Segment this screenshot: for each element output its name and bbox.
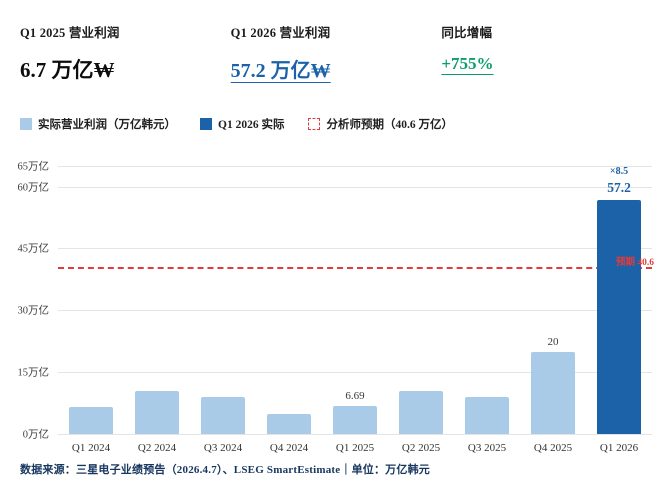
bar-column-q1-2026: ×8.5 57.2 (586, 166, 652, 434)
bar-column-q4-2024 (256, 166, 322, 434)
y-axis-tick-label: 0万亿 (22, 429, 49, 441)
light-blue-swatch-icon (20, 118, 32, 130)
kpi-label: Q1 2025 营业利润 (20, 26, 120, 40)
bar-column-q4-2025: 20 (520, 166, 586, 434)
bar (465, 396, 509, 434)
kpi-header: Q1 2025 营业利润 6.7 万亿₩ Q1 2026 营业利润 57.2 万… (20, 22, 652, 84)
kpi-yoy-growth: 同比增幅 +755% (441, 22, 652, 84)
legend-item-analyst-estimate: 分析师预期（40.6 万亿） (308, 116, 453, 132)
bar-value-label: 20 (547, 335, 559, 348)
gridline (58, 434, 652, 435)
x-axis-tick-label: Q1 2026 (599, 442, 639, 454)
legend-item-actual-profit: 实际营业利润（万亿韩元） (20, 116, 176, 132)
y-axis-tick-label: 65万亿 (17, 161, 50, 173)
bar-column-q1-2025: 6.69 (322, 166, 388, 434)
legend-label: Q1 2026 实际 (218, 119, 285, 131)
bar-chart: 0万亿 15万亿 30万亿 45万亿 60万亿 65万亿预期 40.6 6.69 20 ×8.5… (0, 162, 660, 466)
x-axis-tick-label: Q2 2024 (137, 442, 177, 454)
gridline (58, 248, 652, 250)
x-axis-tick-label: Q3 2024 (203, 442, 243, 454)
legend: 实际营业利润（万亿韩元） Q1 2026 实际 分析师预期（40.6 万亿） (20, 116, 453, 132)
multiplier-label: ×8.5 (609, 166, 629, 177)
bar (135, 391, 179, 434)
x-axis-tick-label: Q1 2024 (71, 442, 111, 454)
legend-item-q1-2026-actual: Q1 2026 实际 (200, 116, 284, 132)
bar (597, 200, 641, 434)
bar (69, 406, 113, 434)
y-axis-tick-label: 60万亿 (17, 182, 50, 194)
bar (201, 396, 245, 434)
data-source-note: 数据来源：三星电子业绩预告（2026.4.7）、LSEG SmartEstima… (20, 464, 430, 476)
x-axis-tick-label: Q2 2025 (401, 442, 441, 454)
x-axis-tick-label: Q1 2025 (335, 442, 375, 454)
kpi-value: 57.2 万亿₩ (230, 60, 331, 82)
y-axis-tick-label: 30万亿 (17, 305, 50, 317)
kpi-label: Q1 2026 营业利润 (230, 26, 331, 40)
gridline (58, 372, 652, 374)
analyst-estimate-line (58, 266, 652, 269)
red-dashed-swatch-icon (308, 118, 321, 130)
dark-blue-swatch-icon (200, 118, 212, 130)
kpi-value: +755% (441, 54, 494, 73)
bar (399, 390, 443, 434)
x-axis-labels: Q1 2024 Q2 2024 Q3 2024 Q4 2024 Q1 2025 Q2 20… (58, 442, 652, 454)
analyst-estimate-label: 预期 40.6 (615, 257, 654, 268)
kpi-q1-2026-profit: Q1 2026 营业利润 57.2 万亿₩ (231, 22, 442, 84)
bar (333, 406, 377, 434)
bar (531, 351, 575, 434)
bar-column-q1-2024 (58, 166, 124, 434)
gridline (58, 186, 652, 188)
gridline (58, 166, 652, 167)
bar (267, 414, 311, 434)
plot-area: 0万亿 15万亿 30万亿 45万亿 60万亿 65万亿预期 40.6 6.69 20 ×8.5… (18, 162, 655, 441)
bar-column-q3-2025 (454, 166, 520, 434)
bar-column-q3-2024 (190, 166, 256, 434)
kpi-q1-2025-profit: Q1 2025 营业利润 6.7 万亿₩ (20, 22, 231, 84)
x-axis-tick-label: Q3 2025 (467, 442, 507, 454)
gridline (58, 310, 652, 312)
legend-label: 分析师预期（40.6 万亿） (326, 119, 453, 131)
legend-label: 实际营业利润（万亿韩元） (38, 119, 176, 131)
bars: 6.69 20 ×8.5 57.2 (58, 166, 652, 434)
kpi-label: 同比增幅 (441, 26, 493, 40)
y-axis-tick-label: 45万亿 (17, 243, 50, 255)
bar-column-q2-2025 (388, 166, 454, 434)
bar-value-label: 6.69 (345, 390, 365, 403)
y-axis-tick-label: 15万亿 (17, 367, 50, 379)
bar-value-label: 57.2 (607, 180, 631, 195)
bar-column-q2-2024 (124, 166, 190, 434)
x-axis-tick-label: Q4 2024 (269, 442, 309, 454)
kpi-value: 6.7 万亿₩ (20, 58, 115, 82)
x-axis-tick-label: Q4 2025 (533, 442, 573, 454)
